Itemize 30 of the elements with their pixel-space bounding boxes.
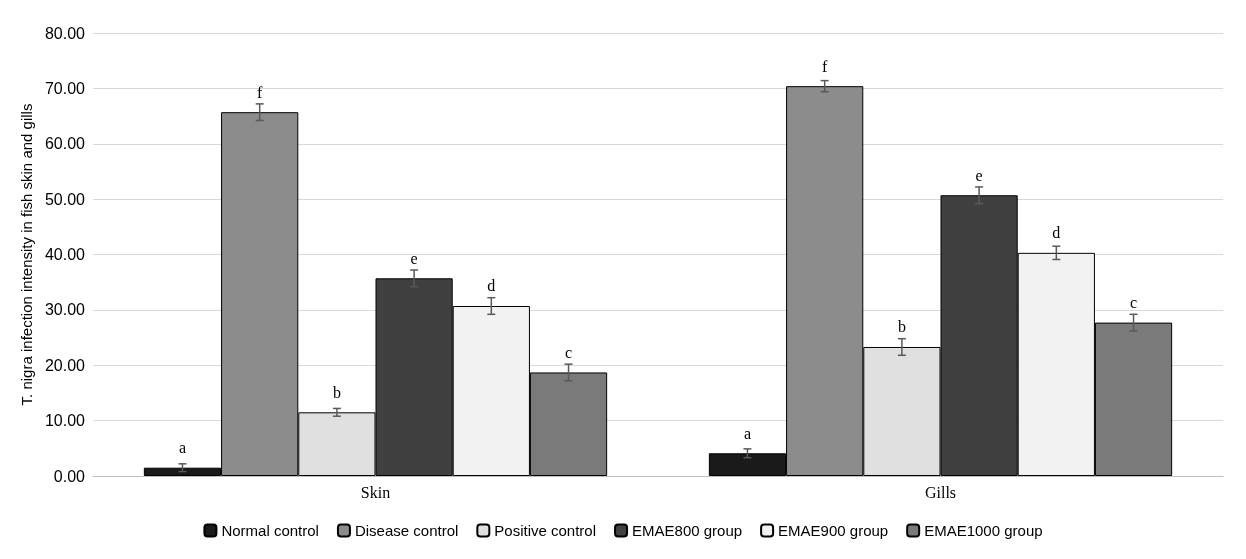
data-label: e (410, 249, 418, 267)
legend-label: Disease control (354, 522, 459, 539)
legend-label: Positive control (494, 522, 597, 539)
y-tick-label: 10.00 (44, 412, 86, 430)
data-label: e (975, 166, 983, 184)
y-tick-label: 20.00 (44, 356, 86, 374)
data-label: b (897, 318, 906, 336)
x-tick-label: Gills (924, 483, 957, 501)
y-tick-label: 50.00 (44, 190, 86, 208)
legend-label: EMAE1000 group (924, 522, 1043, 539)
legend-label: EMAE800 group (632, 522, 743, 539)
data-label: d (487, 277, 496, 295)
y-tick-label: 70.00 (44, 79, 86, 97)
legend-label: EMAE900 group (778, 522, 889, 539)
data-label: d (1052, 224, 1061, 242)
data-label: f (822, 57, 829, 75)
data-label: f (257, 83, 264, 101)
y-tick-label: 30.00 (44, 301, 86, 319)
y-tick-label: 80.00 (44, 24, 86, 42)
data-label: a (178, 439, 187, 457)
x-tick-label: Skin (360, 483, 391, 501)
data-label: b (332, 383, 341, 401)
data-label: a (743, 424, 752, 442)
data-label: c (1129, 294, 1138, 312)
y-tick-label: 0.00 (53, 467, 86, 485)
y-tick-label: 60.00 (44, 135, 86, 153)
legend-label: Normal control (221, 522, 319, 539)
y-tick-label: 40.00 (44, 246, 86, 263)
data-label: c (564, 343, 573, 361)
y-axis-title: T. nigra infection intensity in fish skin and gills (18, 103, 36, 406)
